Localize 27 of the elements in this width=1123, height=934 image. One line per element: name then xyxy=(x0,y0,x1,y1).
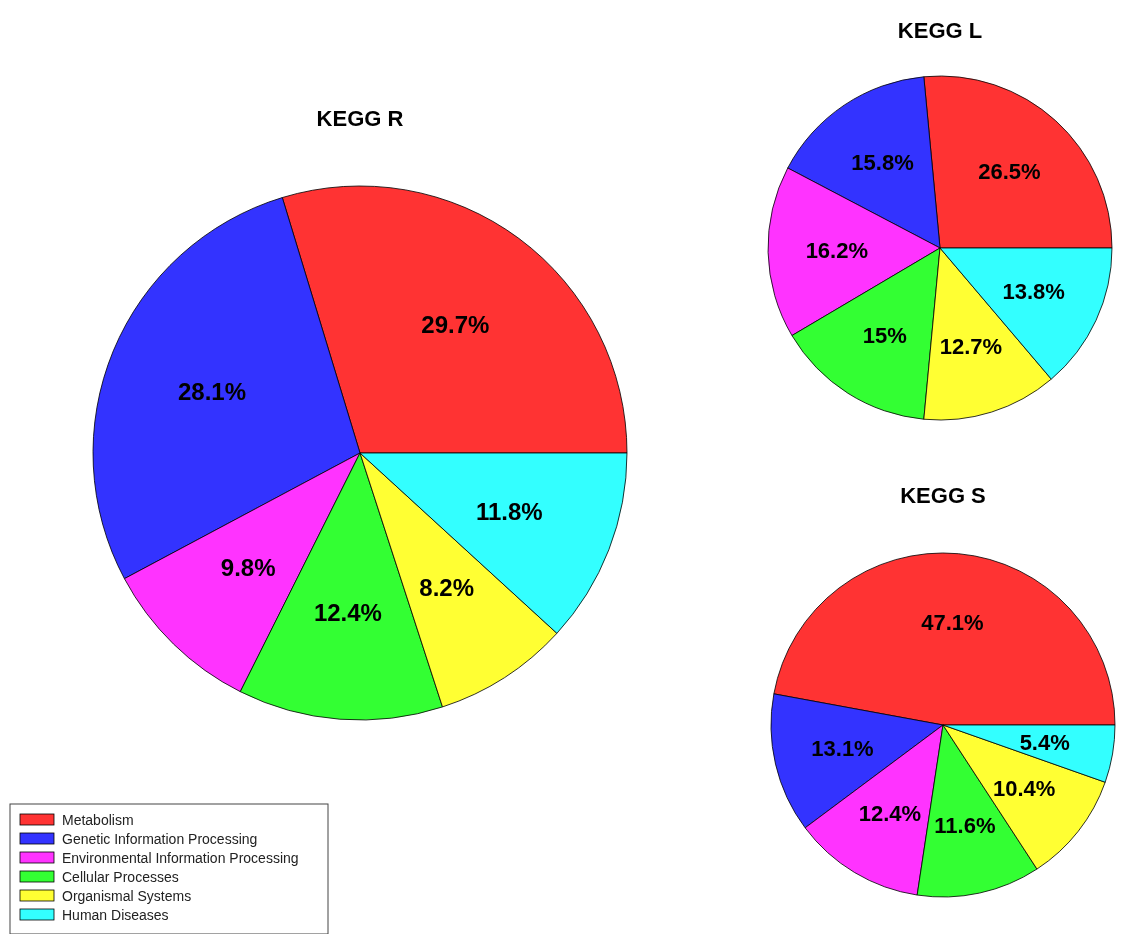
legend-label: Cellular Processes xyxy=(62,869,179,885)
data-label: 26.5% xyxy=(978,159,1041,185)
data-label: 28.1% xyxy=(177,378,247,406)
data-label: 15% xyxy=(862,322,907,348)
data-label: 10.4% xyxy=(992,776,1056,802)
data-label: 12.7% xyxy=(939,333,1003,359)
chart-title: KEGG R xyxy=(316,106,404,131)
legend-label: Environmental Information Processing xyxy=(62,850,299,866)
data-label: 13.8% xyxy=(1002,278,1065,304)
data-label: 12.4% xyxy=(313,599,382,627)
data-label: 12.4% xyxy=(858,801,922,826)
data-label: 8.2% xyxy=(419,574,475,602)
legend-label: Genetic Information Processing xyxy=(62,831,258,847)
data-label: 47.1% xyxy=(921,609,984,635)
data-label: 11.8% xyxy=(475,497,543,525)
chart-title: KEGG S xyxy=(900,483,986,508)
data-label: 13.1% xyxy=(811,735,874,761)
legend-label: Metabolism xyxy=(62,812,134,828)
data-label: 9.8% xyxy=(220,554,276,582)
chart-title: KEGG L xyxy=(897,18,983,43)
legend-label: Organismal Systems xyxy=(62,888,192,904)
data-label: 5.4% xyxy=(1019,729,1070,755)
data-label: 11.6% xyxy=(934,813,996,839)
data-label: 16.2% xyxy=(805,238,869,264)
legend-label: Human Diseases xyxy=(62,907,169,923)
data-label: 15.8% xyxy=(851,149,914,175)
data-label: 29.7% xyxy=(421,310,490,338)
